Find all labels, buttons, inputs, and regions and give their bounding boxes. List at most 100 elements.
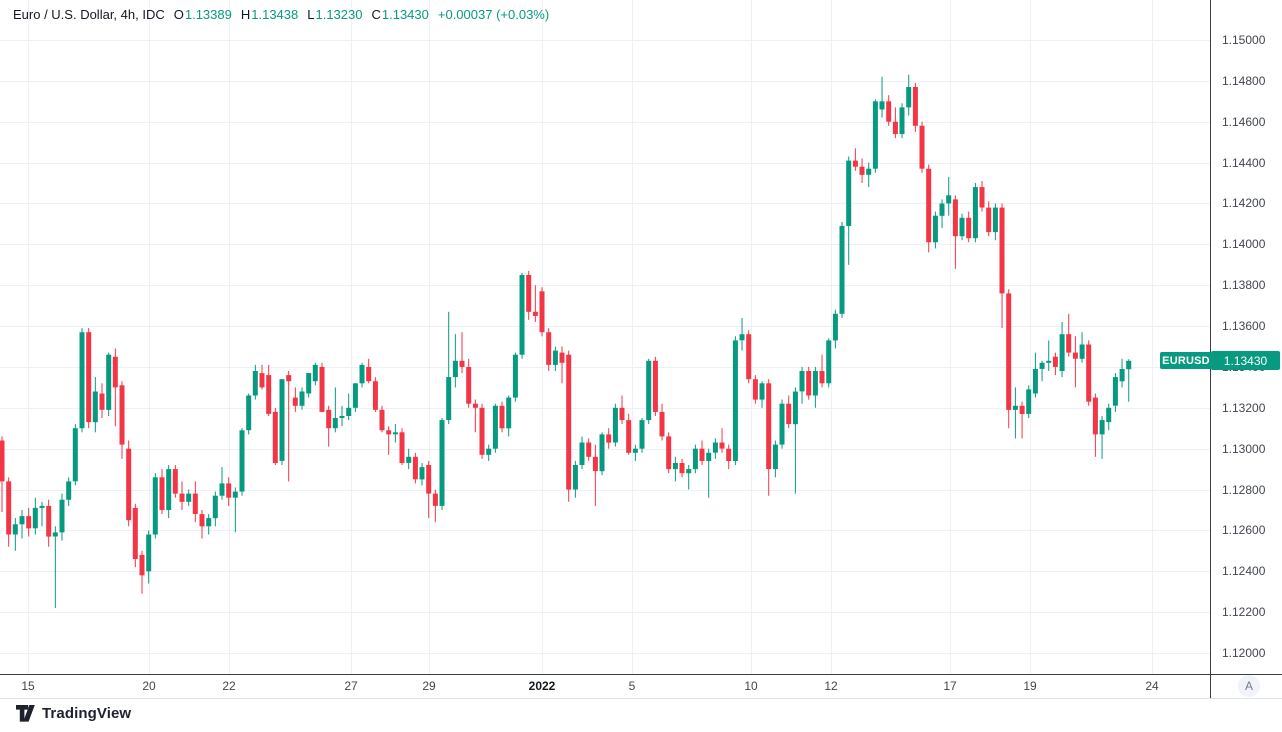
candle <box>592 444 598 506</box>
time-tick-label: 12 <box>824 679 838 693</box>
price-tick-label: 1.12400 <box>1222 564 1266 579</box>
candle <box>466 358 472 408</box>
candle <box>546 328 552 371</box>
candle <box>179 481 185 510</box>
candle <box>52 526 58 608</box>
ohlc-close: C 1.13430 <box>371 7 428 22</box>
candle <box>506 395 512 437</box>
candle <box>559 346 565 384</box>
candle <box>432 489 438 523</box>
candle <box>1126 359 1132 402</box>
candle <box>566 350 572 502</box>
ohlc-low-label: L <box>307 7 315 22</box>
candle <box>712 438 718 459</box>
candle <box>439 418 445 510</box>
candle <box>626 413 632 455</box>
candle <box>359 362 365 388</box>
candle <box>519 272 525 359</box>
candle <box>912 82 918 132</box>
candle <box>146 530 152 584</box>
candle <box>66 477 72 506</box>
auto-scale-button[interactable]: A <box>1238 675 1260 697</box>
candle <box>1019 401 1025 439</box>
candle <box>786 395 792 429</box>
candle <box>279 379 285 465</box>
candle <box>759 381 765 408</box>
candle <box>226 477 232 506</box>
tradingview-logo[interactable]: TradingView <box>16 705 131 722</box>
candle <box>166 465 172 519</box>
ohlc-open: O 1.13389 <box>174 7 232 22</box>
candle <box>299 387 305 410</box>
candle <box>539 287 545 337</box>
price-tick-label: 1.13000 <box>1222 441 1266 456</box>
candle <box>1099 416 1105 459</box>
candle <box>692 444 698 474</box>
candle <box>812 366 818 408</box>
candle <box>399 428 405 465</box>
candle <box>752 375 758 404</box>
candle <box>599 432 605 476</box>
candle <box>879 76 885 118</box>
candle <box>59 493 65 541</box>
candle <box>1079 332 1085 363</box>
candle <box>32 497 38 535</box>
candle <box>1032 352 1038 398</box>
candle <box>532 285 538 322</box>
candle <box>946 176 952 216</box>
time-tick-label: 24 <box>1145 679 1159 693</box>
candle <box>286 371 292 482</box>
time-tick-label: 29 <box>422 679 436 693</box>
time-axis[interactable] <box>0 675 1282 698</box>
candle <box>46 499 52 547</box>
time-tick-label: 20 <box>142 679 156 693</box>
last-price-text: 1.13430 <box>1223 353 1268 368</box>
candle <box>819 354 825 388</box>
time-tick-label: 19 <box>1023 679 1037 693</box>
candle <box>1092 393 1098 457</box>
symbol-price-flag: EURUSD <box>1160 352 1212 370</box>
ohlc-high-label: H <box>240 7 251 22</box>
candle <box>406 448 412 470</box>
price-tick-label: 1.12800 <box>1222 482 1266 497</box>
candle <box>319 362 325 412</box>
price-tick-label: 1.14200 <box>1222 196 1266 211</box>
candle <box>26 507 32 537</box>
candle <box>479 403 485 459</box>
price-tick-label: 1.13200 <box>1222 400 1266 415</box>
candle <box>886 95 892 126</box>
candle <box>999 203 1005 329</box>
candle <box>366 358 372 384</box>
candle <box>1059 322 1065 378</box>
candle <box>266 364 272 416</box>
symbol-title[interactable]: Euro / U.S. Dollar, 4h, IDC <box>13 7 165 22</box>
candle <box>486 444 492 461</box>
candle <box>199 510 205 539</box>
candle <box>172 465 178 498</box>
candle <box>892 107 898 139</box>
symbol-flag-text: EURUSD <box>1162 354 1210 367</box>
candle <box>959 213 965 241</box>
candle <box>472 399 478 433</box>
tradingview-logo-icon <box>16 705 35 722</box>
candle <box>72 424 78 486</box>
candle <box>99 383 105 418</box>
candle <box>499 401 505 433</box>
candle <box>806 366 812 400</box>
candle <box>832 309 838 349</box>
candle <box>579 436 585 470</box>
candle <box>492 403 498 453</box>
candle <box>246 393 252 435</box>
price-tick-label: 1.13600 <box>1222 319 1266 334</box>
candle <box>639 418 645 453</box>
candle <box>659 403 665 441</box>
candle <box>792 387 798 494</box>
candle <box>292 387 298 412</box>
ohlc-high-value: 1.13438 <box>251 7 299 22</box>
ohlc-close-label: C <box>371 7 381 22</box>
time-tick-label: 5 <box>628 679 636 693</box>
candle <box>332 387 338 433</box>
candle <box>139 550 145 594</box>
